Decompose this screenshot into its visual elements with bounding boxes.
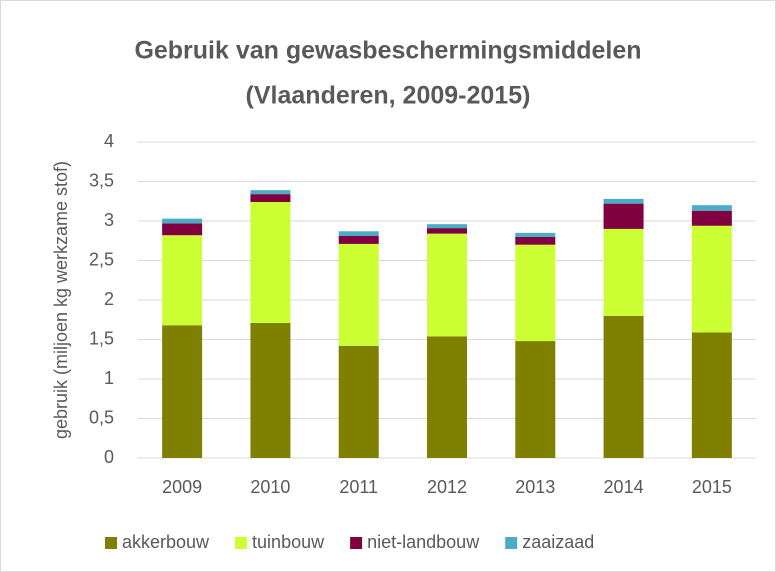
bar-segment — [338, 236, 379, 244]
bar-segment — [338, 231, 379, 237]
y-axis-label: gebruik (miljoen kg werkzame stof) — [51, 161, 71, 439]
y-tick-label: 3 — [104, 210, 114, 230]
bar-segment — [427, 233, 467, 337]
y-tick-label: 2 — [104, 289, 114, 309]
legend-label: tuinbouw — [252, 532, 325, 552]
y-tick-label: 2,5 — [89, 249, 114, 269]
bar-segment — [691, 205, 732, 211]
bar-segment — [515, 341, 556, 458]
x-tick-label: 2010 — [250, 477, 290, 497]
legend-swatch — [105, 537, 117, 549]
legend-label: zaaizaad — [522, 532, 594, 552]
y-tick-label: 1 — [104, 368, 114, 388]
legend-swatch — [235, 537, 248, 549]
y-tick-label: 4 — [104, 131, 114, 151]
y-tick-label: 0,5 — [89, 407, 114, 427]
bar-segment — [338, 243, 379, 346]
bar-segment — [691, 225, 732, 333]
bar-segment — [603, 228, 644, 316]
x-tick-label: 2011 — [339, 477, 378, 497]
bar-segment — [162, 325, 203, 458]
bar-segment — [162, 235, 203, 326]
y-tick-label: 0 — [104, 447, 114, 467]
y-tick-label: 1,5 — [89, 328, 114, 348]
x-tick-label: 2012 — [427, 477, 467, 497]
x-tick-label: 2015 — [692, 477, 732, 497]
legend-label: niet-landbouw — [367, 532, 480, 552]
legend-swatch — [350, 537, 363, 549]
bar-segment — [250, 202, 291, 323]
bar-segment — [427, 336, 467, 458]
bar-segment — [250, 190, 291, 195]
bar-segment — [162, 218, 203, 224]
bar-segment — [603, 198, 644, 204]
legend-label: akkerbouw — [122, 532, 210, 552]
bar-segment — [250, 322, 291, 458]
bar-segment — [603, 315, 644, 458]
bar-segment — [250, 194, 291, 203]
bar-segment — [691, 210, 732, 226]
x-tick-label: 2013 — [515, 477, 555, 497]
x-tick-label: 2009 — [162, 477, 202, 497]
bar-segment — [603, 203, 644, 229]
bar-segment — [515, 236, 556, 245]
chart-subtitle: (Vlaanderen, 2009-2015) — [246, 82, 531, 110]
bar-segment — [691, 332, 732, 458]
y-tick-label: 3,5 — [89, 170, 114, 190]
x-tick-label: 2014 — [604, 477, 644, 497]
bar-segment — [427, 224, 467, 229]
bar-segment — [338, 345, 379, 458]
chart-title: Gebruik van gewasbeschermingsmiddelen — [134, 37, 641, 65]
bar-segment — [515, 244, 556, 342]
bar-segment — [427, 228, 467, 234]
bar-segment — [515, 232, 556, 237]
bar-segment — [162, 223, 203, 236]
legend-swatch — [505, 537, 518, 549]
